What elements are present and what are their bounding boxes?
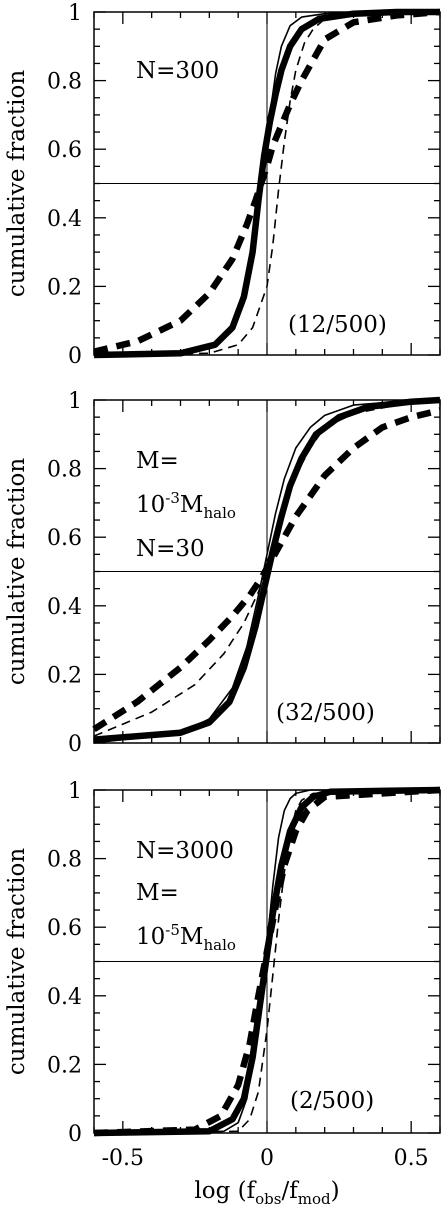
panel-2: 0 0.2 0.4 0.6 0.8 1 cumulative fraction M= 10… (4, 389, 441, 757)
panel-1-series (93, 8, 441, 359)
ytick-label: 0.2 (47, 275, 82, 300)
panel-1-ylabel: cumulative fraction (4, 70, 30, 297)
ytick-label: 0 (68, 732, 82, 757)
series-line-thin-solid (93, 399, 441, 744)
panel-3-annotation-m: M= (136, 880, 179, 906)
ytick-label: 0.2 (47, 1053, 82, 1078)
ytick-label: 0.6 (47, 916, 82, 941)
ytick-label: 0 (68, 1122, 82, 1147)
ytick-label: 0.2 (47, 663, 82, 688)
panel-3-mass-m: M (180, 924, 204, 950)
ytick-label: 1 (68, 1, 82, 26)
panel-2-mass-sub: halo (203, 504, 235, 522)
panel-3-annotation-n: N=3000 (136, 838, 234, 864)
ytick-label: 1 (68, 389, 82, 414)
panel-3: 0 0.2 0.4 0.6 0.8 1 -0.5 0 0.5 cumulative fract… (4, 779, 441, 1208)
panel-1-annotation-n: N=300 (136, 58, 219, 84)
panel-3-annotation-mass: 10-5Mhalo (136, 921, 236, 954)
ytick-label: 0.8 (47, 458, 82, 483)
ytick-label: 0.6 (47, 526, 82, 551)
panel-2-ylabel: cumulative fraction (4, 458, 30, 685)
series-line-thick-solid (93, 396, 441, 743)
xlabel-sub-obs: obs (255, 1190, 281, 1208)
panel-3-mass-base: 10 (136, 924, 165, 950)
panel-2-mass-exp: -3 (165, 489, 180, 507)
panel-3-mass-sub: halo (203, 936, 235, 954)
panel-1-fraction-label: (12/500) (288, 312, 387, 338)
series-line-thick-dashed (93, 786, 441, 1137)
xlabel-sub-mod: mod (298, 1190, 331, 1208)
panel-2-annotation-m: M= (136, 448, 179, 474)
panel-2-series (92, 396, 441, 744)
ytick-label: 0.4 (47, 207, 82, 232)
panel-3-fraction-label: (2/500) (290, 1088, 374, 1114)
panel-2-annotation-n: N=30 (136, 536, 205, 562)
panel-3-mass-exp: -5 (165, 921, 180, 939)
xtick-label: 0 (260, 1146, 274, 1171)
panel-3-ylabel: cumulative fraction (4, 848, 30, 1075)
panel-3-xtick-labels: -0.5 0 0.5 (102, 1146, 429, 1171)
panel-1-ytick-labels: 0 0.2 0.4 0.6 0.8 1 (47, 1, 82, 369)
ytick-label: 0.4 (47, 595, 82, 620)
panel-2-mass-m: M (180, 492, 204, 518)
series-line-thick-dashed (92, 407, 441, 733)
panel-2-fraction-label: (32/500) (276, 700, 375, 726)
ytick-label: 0.8 (47, 848, 82, 873)
ytick-label: 0.6 (47, 138, 82, 163)
panel-3-series (93, 786, 441, 1137)
panel-2-ytick-labels: 0 0.2 0.4 0.6 0.8 1 (47, 389, 82, 757)
xtick-label: 0.5 (394, 1146, 429, 1171)
xlabel-part-1: log (f (194, 1178, 256, 1204)
panel-3-xlabel: log (fobs/fmod) (194, 1178, 339, 1208)
xlabel-part-3: ) (331, 1178, 340, 1204)
ytick-label: 0.8 (47, 70, 82, 95)
ytick-label: 0 (68, 344, 82, 369)
panel-2-annotation-mass: 10-3Mhalo (136, 489, 236, 522)
series-line-thick-solid (93, 8, 440, 359)
series-line-thick-dashed (93, 8, 441, 355)
ytick-label: 1 (68, 779, 82, 804)
panel-2-mass-base: 10 (136, 492, 165, 518)
series-line-thick-solid (93, 786, 441, 1137)
ytick-label: 0.4 (47, 985, 82, 1010)
series-line-thin-dashed (93, 789, 441, 1134)
panel-1: 0 0.2 0.4 0.6 0.8 1 cumulative fraction N=300… (4, 1, 441, 369)
panel-3-ytick-labels: 0 0.2 0.4 0.6 0.8 1 (47, 779, 82, 1147)
xtick-label: -0.5 (102, 1146, 144, 1171)
series-line-thin-dashed (93, 11, 441, 356)
xlabel-part-2: /f (281, 1178, 299, 1204)
